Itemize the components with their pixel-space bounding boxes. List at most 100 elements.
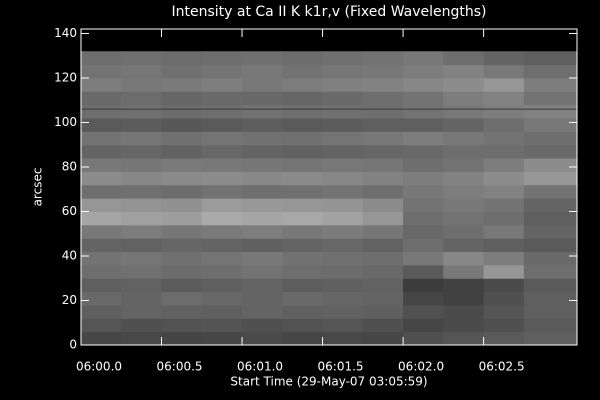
heatmap-cell [242, 251, 283, 266]
heatmap-cell [483, 131, 525, 146]
heatmap-cell [81, 144, 122, 159]
chart-title: Intensity at Ca II K k1r,v (Fixed Wavele… [172, 4, 487, 20]
heatmap-cell [403, 264, 444, 279]
heatmap-cell [483, 211, 525, 226]
heatmap-cell [201, 104, 243, 119]
heatmap-cell [81, 251, 122, 266]
heatmap-cell [242, 238, 283, 253]
heatmap-cell [483, 104, 525, 119]
heatmap-cell [121, 104, 163, 119]
heatmap-cell [322, 318, 364, 333]
heatmap-cell [362, 184, 404, 199]
heatmap-cell [121, 77, 163, 92]
heatmap-cell [81, 171, 122, 186]
heatmap-cell [523, 251, 578, 266]
heatmap-cell [201, 291, 243, 306]
heatmap-cell [403, 104, 444, 119]
heatmap-cell [443, 291, 485, 306]
heatmap-cell [121, 198, 163, 212]
heatmap-cell [322, 171, 364, 186]
heatmap-cell [483, 264, 525, 279]
heatmap-cell [242, 278, 283, 293]
heatmap-cell [322, 64, 364, 79]
heatmap-cell [322, 211, 364, 226]
heatmap-cell [161, 64, 203, 79]
heatmap-cell [161, 318, 203, 333]
heatmap-cell [443, 238, 485, 253]
heatmap-cell [403, 77, 444, 92]
heatmap-cell [161, 238, 203, 253]
heatmap-cell [403, 291, 444, 306]
heatmap-cell [443, 91, 485, 106]
heatmap-cell [121, 131, 163, 146]
heatmap-cell [322, 77, 364, 92]
heatmap-cell [362, 144, 404, 159]
heatmap-cell [201, 238, 243, 253]
heatmap-cell [201, 331, 243, 346]
heatmap-cell [322, 144, 364, 159]
heatmap-cell [322, 184, 364, 199]
heatmap-cell [443, 104, 485, 119]
heatmap-cell [483, 238, 525, 253]
heatmap-cell [161, 171, 203, 186]
heatmap-cell [483, 51, 525, 66]
heatmap-cell [523, 304, 578, 319]
heatmap-cell [443, 251, 485, 266]
heatmap-cell [523, 318, 578, 333]
heatmap-cell [443, 304, 485, 319]
heatmap-cell [81, 77, 122, 92]
heatmap-cell [81, 291, 122, 306]
heatmap-cell [403, 198, 444, 212]
heatmap-cell [483, 118, 525, 132]
heatmap-cell [362, 331, 404, 346]
heatmap-cell [362, 131, 404, 146]
heatmap-cell [523, 51, 578, 66]
heatmap-cell [242, 171, 283, 186]
heatmap-cell [81, 184, 122, 199]
heatmap-cell [362, 51, 404, 66]
heatmap-cell [443, 264, 485, 279]
heatmap-cell [322, 118, 364, 132]
heatmap-cell [443, 224, 485, 239]
heatmap-cell [322, 278, 364, 293]
heatmap-cell [282, 51, 324, 66]
heatmap-cell [161, 264, 203, 279]
heatmap-cell [362, 224, 404, 239]
heatmap-cell [523, 278, 578, 293]
heatmap-cell [242, 131, 283, 146]
heatmap-cell [403, 144, 444, 159]
heatmap-cell [242, 198, 283, 212]
heatmap-cell [121, 238, 163, 253]
heatmap-cell [403, 304, 444, 319]
heatmap-cell [523, 118, 578, 132]
heatmap-cell [282, 278, 324, 293]
heatmap-cell [322, 224, 364, 239]
heatmap-cell [403, 131, 444, 146]
heatmap-cell [483, 91, 525, 106]
heatmap-cell [121, 158, 163, 172]
heatmap-cell [282, 318, 324, 333]
heatmap-cell [443, 118, 485, 132]
heatmap-cell [201, 158, 243, 172]
heatmap-cell [403, 91, 444, 106]
heatmap-cell [362, 91, 404, 106]
heatmap-cell [483, 318, 525, 333]
heatmap-cell [362, 238, 404, 253]
heatmap-cell [483, 278, 525, 293]
heatmap-cell [322, 264, 364, 279]
heatmap-cell [161, 331, 203, 346]
heatmap-cell [81, 264, 122, 279]
heatmap-cell [523, 224, 578, 239]
heatmap-cell [242, 77, 283, 92]
heatmap-cell [201, 171, 243, 186]
heatmap-cell [201, 224, 243, 239]
heatmap-cell [121, 118, 163, 132]
heatmap-cell [242, 318, 283, 333]
heatmap-cell [403, 331, 444, 346]
heatmap-cell [322, 238, 364, 253]
heatmap-cell [121, 251, 163, 266]
y-tick-label: 60 [62, 204, 77, 218]
heatmap-cell [483, 171, 525, 186]
heatmap-cell [121, 211, 163, 226]
